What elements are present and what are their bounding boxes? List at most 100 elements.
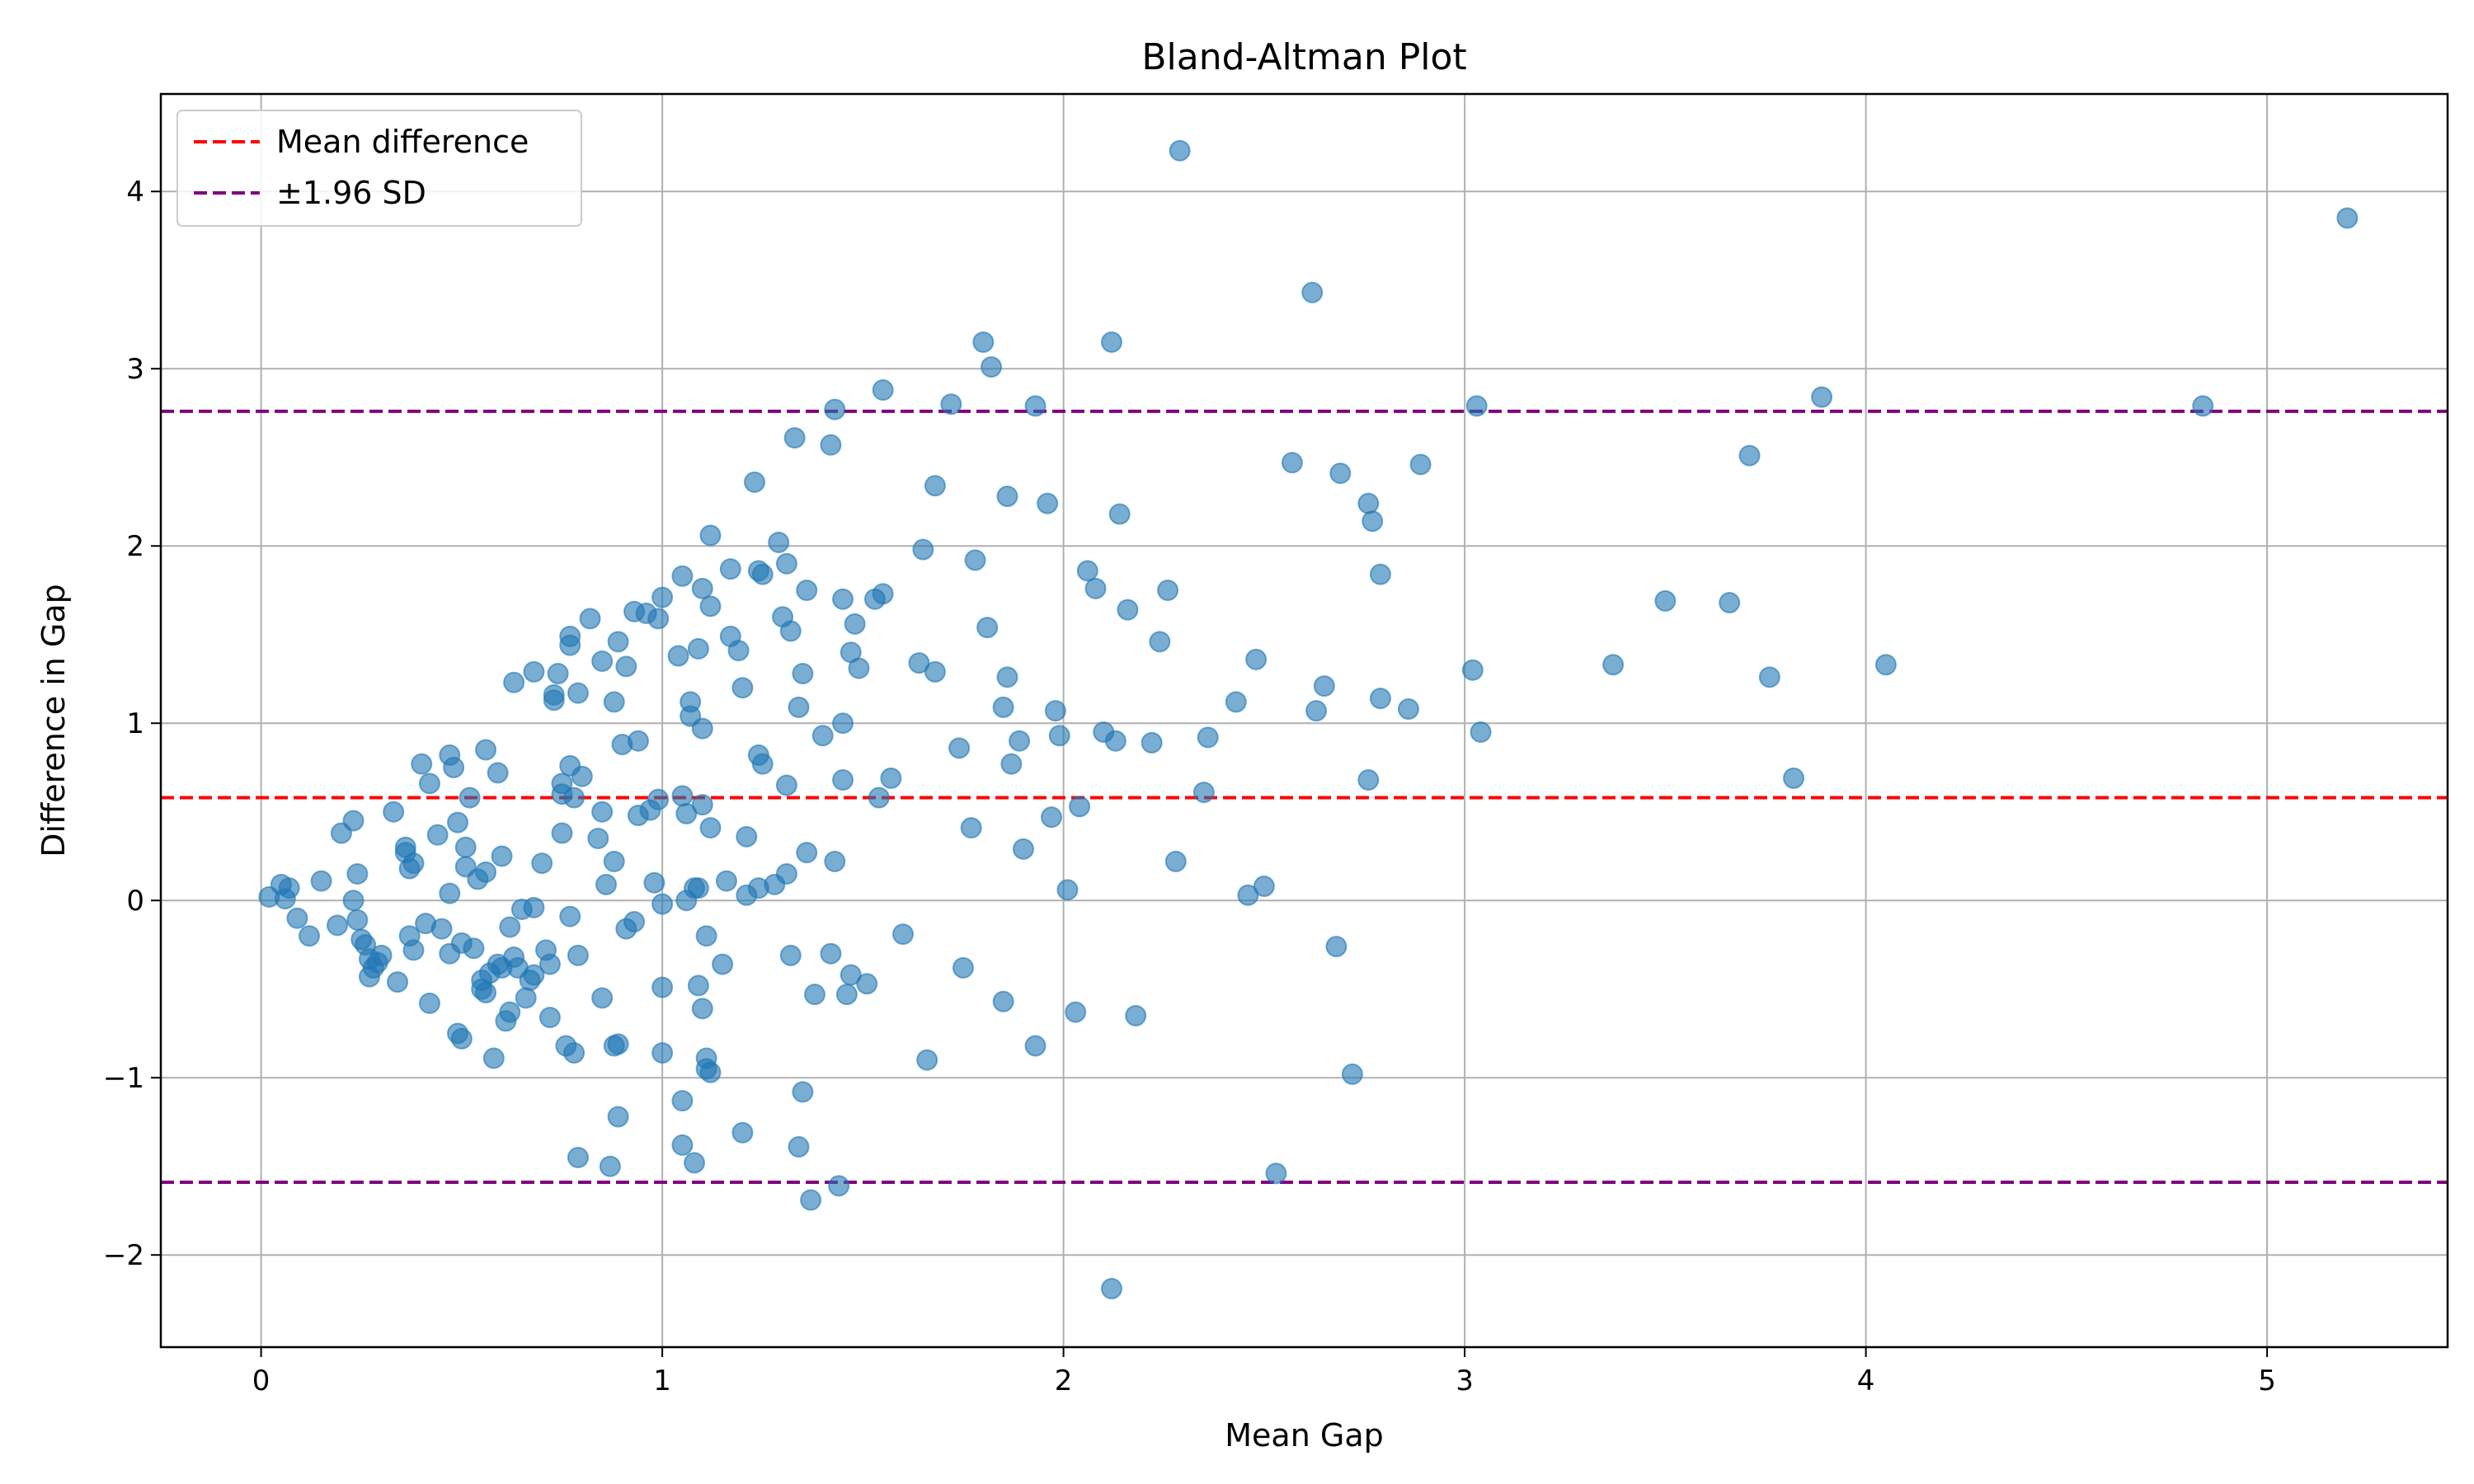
data-point [607, 631, 629, 653]
x-tick-label: 5 [2258, 1364, 2276, 1397]
data-point [1157, 579, 1179, 601]
data-point [647, 608, 670, 630]
data-point [691, 998, 713, 1020]
data-point [731, 677, 754, 699]
data-point [844, 613, 866, 635]
data-point [699, 1061, 722, 1083]
data-point [699, 817, 722, 839]
data-point [603, 850, 625, 872]
data-point [792, 663, 814, 685]
data-point [1225, 691, 1247, 713]
y-tick-label: 4 [126, 176, 144, 209]
data-point [744, 471, 766, 493]
data-point [1811, 386, 1833, 408]
data-point [1009, 730, 1031, 752]
data-point [848, 657, 870, 679]
data-point [1108, 503, 1131, 525]
data-point [615, 655, 637, 678]
data-point [996, 666, 1018, 688]
data-point [775, 774, 797, 796]
data-point [1325, 936, 1348, 958]
data-point [1265, 1162, 1287, 1185]
data-point [1362, 510, 1384, 533]
data-point [691, 794, 713, 816]
data-point [1369, 563, 1391, 585]
data-point [1357, 769, 1380, 791]
data-points [258, 139, 2359, 1300]
data-point [996, 486, 1018, 508]
y-tick-label: −2 [103, 1239, 144, 1272]
data-point [547, 663, 569, 685]
data-point [667, 645, 689, 667]
data-point [880, 767, 902, 789]
data-point [342, 890, 365, 912]
data-point [832, 769, 854, 791]
y-tick-label: 2 [126, 530, 144, 563]
data-point [675, 802, 698, 824]
data-point [651, 1042, 674, 1064]
x-tick-label: 3 [1456, 1364, 1474, 1397]
data-point [687, 877, 709, 899]
data-point [539, 1007, 561, 1029]
data-point [832, 712, 854, 735]
data-point [691, 717, 713, 740]
data-point [788, 1136, 810, 1158]
x-axis-label: Mean Gap [1225, 1417, 1383, 1453]
data-point [803, 984, 825, 1006]
axis-ticks: 0 1 2 3 4 5 −2 −1 0 1 2 3 4 [103, 176, 2276, 1397]
data-point [563, 1042, 586, 1064]
data-point [1281, 452, 1303, 474]
data-point [731, 1121, 754, 1144]
data-point [370, 944, 393, 966]
data-point [671, 1134, 694, 1156]
data-point [591, 987, 614, 1009]
data-point [591, 650, 614, 672]
data-point [1041, 806, 1063, 829]
data-point [824, 850, 846, 872]
data-point [1465, 395, 1488, 417]
data-point [1313, 675, 1335, 697]
data-point [539, 953, 561, 975]
data-point [691, 577, 713, 599]
data-point [1048, 725, 1070, 747]
data-point [1237, 884, 1259, 906]
data-point [695, 925, 717, 947]
data-point [820, 434, 842, 456]
data-point [515, 987, 537, 1009]
y-tick-label: 0 [126, 885, 144, 918]
data-point [346, 909, 369, 931]
data-point [587, 827, 609, 849]
legend-label: Mean difference [276, 124, 529, 160]
data-point [531, 852, 553, 875]
data-point [430, 918, 453, 940]
data-point [426, 824, 449, 846]
data-point [892, 923, 915, 946]
data-point [1470, 721, 1492, 743]
data-point [736, 825, 758, 848]
data-point [475, 861, 497, 883]
data-point [1357, 492, 1380, 514]
data-point [387, 971, 409, 993]
data-point [487, 762, 509, 784]
data-point [832, 588, 854, 610]
data-point [960, 817, 982, 839]
data-point [543, 689, 565, 711]
data-point [607, 1106, 629, 1128]
data-point [1012, 838, 1034, 860]
data-point [591, 801, 614, 823]
data-point [1253, 876, 1275, 898]
data-point [840, 964, 862, 986]
data-point [783, 427, 806, 449]
data-point [299, 925, 321, 947]
data-point [418, 773, 440, 795]
data-point [828, 1175, 850, 1197]
data-point [924, 475, 946, 497]
data-point [981, 356, 1003, 378]
data-point [475, 982, 497, 1004]
data-point [824, 398, 846, 420]
x-tick-label: 2 [1055, 1364, 1073, 1397]
data-point [1149, 631, 1171, 653]
data-point [603, 691, 625, 713]
data-point [751, 563, 774, 585]
